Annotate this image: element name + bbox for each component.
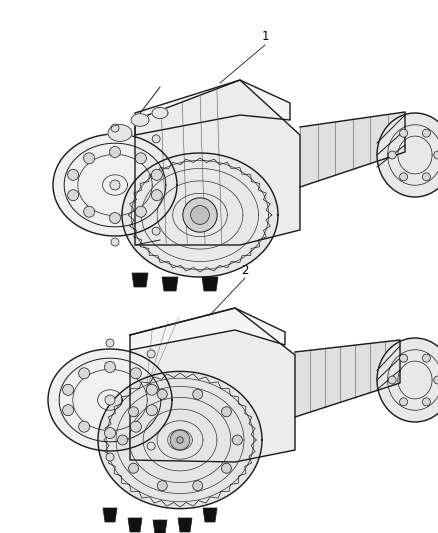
Circle shape (157, 481, 167, 491)
Circle shape (434, 376, 438, 384)
Circle shape (146, 405, 157, 416)
Circle shape (399, 398, 408, 406)
Polygon shape (162, 277, 178, 291)
Circle shape (147, 442, 155, 450)
Circle shape (222, 463, 231, 473)
Circle shape (110, 213, 120, 223)
Circle shape (152, 227, 160, 235)
Polygon shape (132, 273, 148, 287)
Circle shape (129, 463, 138, 473)
Circle shape (388, 151, 396, 159)
Circle shape (105, 395, 115, 405)
Circle shape (434, 151, 438, 159)
Polygon shape (300, 112, 405, 187)
Polygon shape (377, 113, 438, 197)
Circle shape (111, 124, 119, 132)
Polygon shape (202, 277, 218, 291)
Text: 2: 2 (241, 263, 249, 277)
Polygon shape (135, 80, 300, 245)
Circle shape (388, 376, 396, 384)
Polygon shape (152, 108, 168, 118)
Polygon shape (130, 308, 295, 462)
Circle shape (105, 427, 116, 439)
Circle shape (111, 238, 119, 246)
Circle shape (170, 430, 190, 450)
Circle shape (146, 384, 157, 395)
Circle shape (105, 361, 116, 373)
Polygon shape (48, 349, 172, 451)
Circle shape (84, 153, 95, 164)
Circle shape (422, 354, 431, 362)
Polygon shape (377, 338, 438, 422)
Circle shape (233, 435, 242, 445)
Circle shape (63, 384, 74, 395)
Circle shape (399, 354, 408, 362)
Polygon shape (108, 125, 132, 141)
Circle shape (177, 437, 183, 443)
Circle shape (152, 190, 162, 201)
Polygon shape (130, 308, 285, 350)
Circle shape (422, 129, 431, 137)
Polygon shape (153, 520, 167, 533)
Circle shape (135, 153, 146, 164)
Circle shape (84, 206, 95, 217)
Circle shape (222, 407, 231, 417)
Polygon shape (178, 518, 192, 532)
Circle shape (399, 129, 408, 137)
Circle shape (63, 405, 74, 416)
Polygon shape (295, 340, 400, 417)
Polygon shape (135, 80, 290, 135)
Circle shape (131, 368, 141, 379)
Polygon shape (103, 508, 117, 522)
Polygon shape (131, 114, 149, 126)
Circle shape (147, 350, 155, 358)
Circle shape (157, 389, 167, 399)
Circle shape (106, 339, 114, 347)
Circle shape (193, 389, 203, 399)
Circle shape (399, 173, 408, 181)
Circle shape (183, 198, 217, 232)
Circle shape (79, 368, 90, 379)
Circle shape (79, 421, 90, 432)
Circle shape (110, 147, 120, 157)
Polygon shape (53, 134, 177, 236)
Polygon shape (98, 372, 262, 508)
Circle shape (106, 453, 114, 461)
Polygon shape (128, 518, 142, 532)
Circle shape (422, 398, 431, 406)
Polygon shape (203, 508, 217, 522)
Circle shape (152, 169, 162, 180)
Circle shape (110, 180, 120, 190)
Circle shape (117, 435, 127, 445)
Circle shape (67, 190, 79, 201)
Circle shape (152, 135, 160, 143)
Circle shape (131, 421, 141, 432)
Circle shape (422, 173, 431, 181)
Circle shape (67, 169, 79, 180)
Circle shape (129, 407, 138, 417)
Circle shape (193, 481, 203, 491)
Circle shape (191, 206, 209, 224)
Text: 1: 1 (261, 30, 269, 44)
Circle shape (135, 206, 146, 217)
Polygon shape (122, 153, 278, 277)
